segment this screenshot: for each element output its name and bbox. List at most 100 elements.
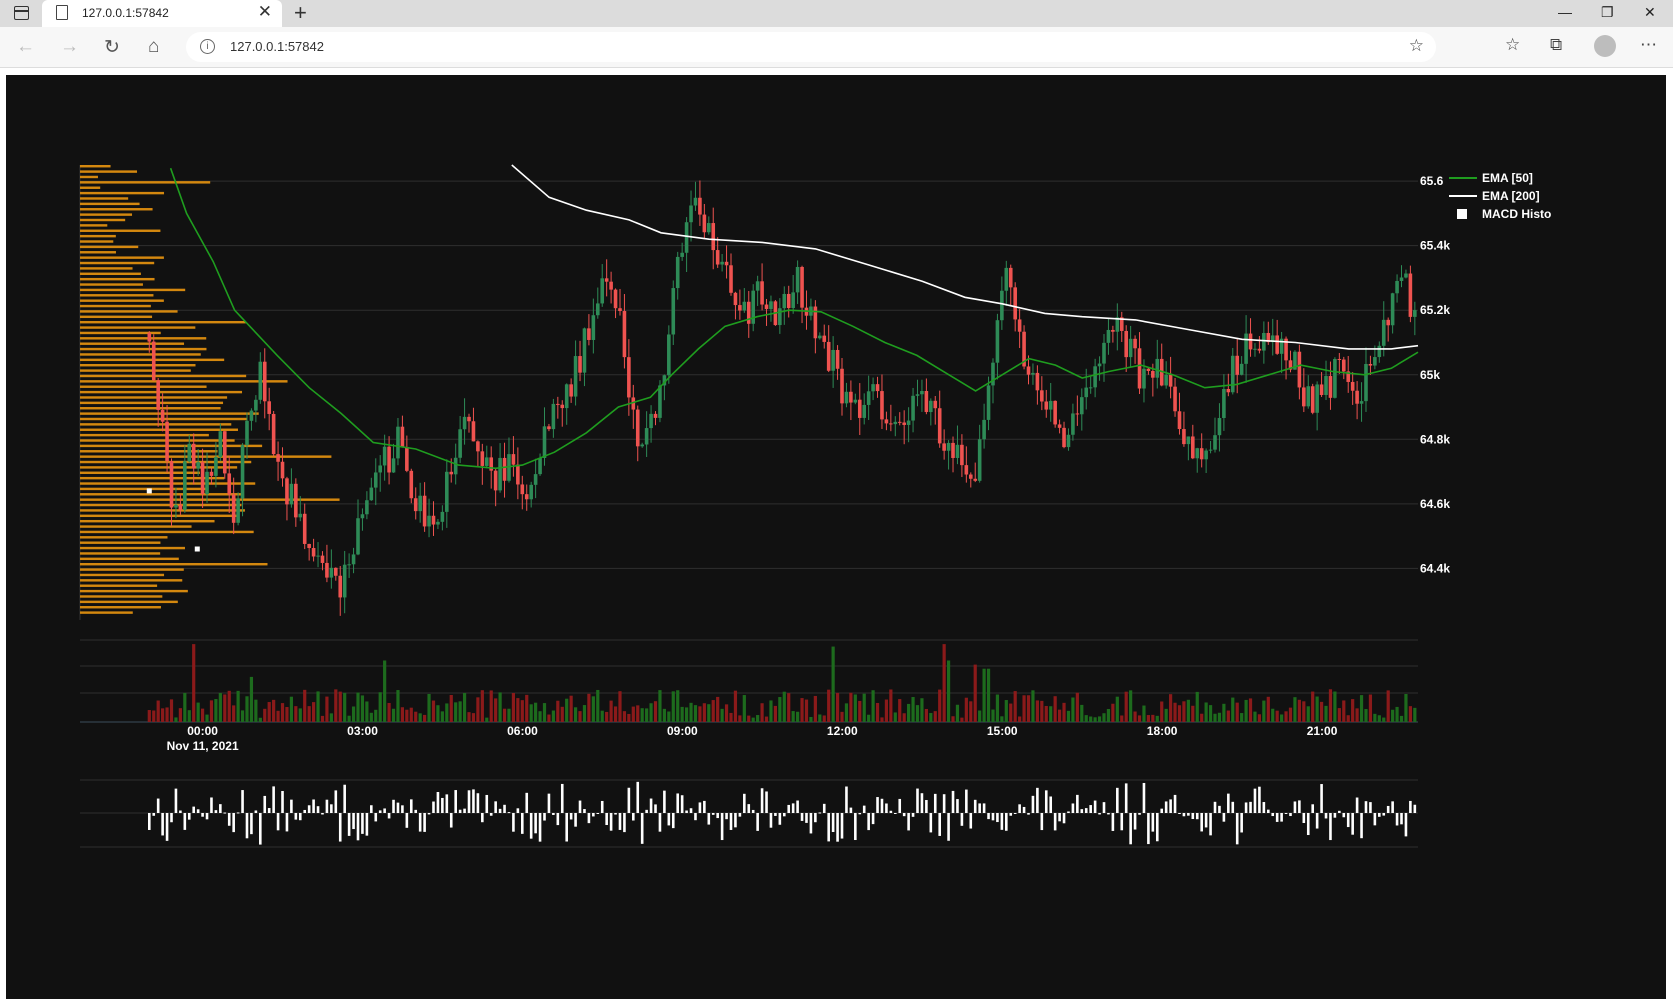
macd-bar [1222,813,1226,822]
back-icon[interactable]: ← [16,36,35,57]
collections-icon[interactable]: ⧉ [1550,35,1563,54]
volume-profile-bar [80,380,288,383]
volume-bar [631,706,635,722]
close-tab-icon[interactable]: ✕ [257,2,272,21]
candle-body [951,442,955,458]
forward-icon[interactable]: → [60,36,79,57]
volume-bar [329,713,333,722]
macd-bar [756,813,759,831]
macd-bar [347,813,351,836]
volume-bar [867,714,871,722]
macd-bar [1253,788,1257,813]
new-tab-icon[interactable]: + [294,0,307,25]
volume-bar [1013,691,1017,722]
candle-body [1168,374,1173,387]
macd-bar [325,799,329,813]
refresh-icon[interactable]: ↻ [104,37,120,58]
volume-bar [369,712,373,722]
profile-avatar[interactable] [1594,35,1616,57]
volume-bar [862,693,866,722]
candle-body [915,394,920,396]
volume-bar [440,711,444,722]
volume-bar [1275,710,1279,722]
macd-bar [1351,813,1354,835]
macd-bar [454,790,457,813]
macd-bar [214,810,218,813]
candle-body [977,439,982,481]
home-icon[interactable]: ⌂ [148,36,160,57]
candle-body [1324,376,1328,395]
favorites-icon[interactable]: ☆ [1505,35,1521,54]
macd-bar [849,807,853,813]
more-menu-icon[interactable]: ⋯ [1640,35,1657,54]
macd-bar [685,810,688,813]
macd-bar [338,813,342,842]
macd-bar [512,813,515,832]
candle-body [627,357,631,398]
macd-bar [893,813,897,814]
macd-bar [534,813,537,834]
volume-bar [689,702,693,722]
macd-bar [658,813,662,832]
volume-profile-bar [80,347,207,351]
macd-bar [902,813,906,817]
maximize-icon[interactable]: ❐ [1601,4,1614,20]
candle-body [862,404,867,418]
close-window-icon[interactable]: ✕ [1644,4,1656,20]
candle-body [1155,358,1160,378]
candle-body [493,470,498,491]
macd-bar [1138,813,1141,815]
volume-bar [569,695,573,722]
legend: EMA [50] EMA [200] MACD Histo [1449,171,1551,221]
candle-body [742,301,747,311]
macd-bar [370,805,373,813]
candle-body [560,404,565,409]
candle-body [866,391,871,405]
macd-bar [1355,797,1359,813]
volume-bar [1186,699,1190,722]
macd-bar [543,813,546,821]
candle-body [1071,413,1075,435]
macd-bar [1182,813,1186,817]
macd-bar [187,813,191,820]
volume-bar [1284,711,1288,722]
volume-bar [200,708,205,722]
volume-profile-bar [80,272,141,276]
macd-bar [978,803,981,813]
tab-active[interactable]: 127.0.0.1:57842 ✕ [42,0,282,27]
add-favorite-icon[interactable]: ☆ [1408,36,1424,55]
volume-bar [729,712,733,722]
trading-chart[interactable]: 65.6 65.4k 65.2k 65k 64.8k 64.6k 64.4k 00:00 03:… [6,75,1666,999]
volume-profile-bar [80,218,126,222]
macd-bar [680,795,684,813]
candle-body [422,495,427,527]
volume-bar [627,713,631,722]
macd-bar [1195,813,1199,820]
macd-bar [627,787,631,813]
candle-body [1199,448,1204,460]
macd-bar [1129,813,1132,845]
volume-bar [738,715,742,722]
macd-bar [401,805,404,813]
site-info-icon[interactable]: i [200,39,215,54]
macd-bar [1404,813,1408,837]
address-bar[interactable]: i 127.0.0.1:57842 ☆ [186,32,1436,62]
volume-profile-bar [80,197,129,200]
volume-bar [995,694,1000,722]
volume-profile-bar [80,476,225,480]
x-tick-label: 15:00 [987,724,1018,738]
candle-body [609,281,613,290]
volume-bar [1240,713,1244,722]
macd-bar [814,813,817,823]
minimize-icon[interactable]: — [1558,4,1572,20]
tab-actions-icon[interactable] [14,6,29,20]
volume-bar [676,690,680,722]
candle-body [680,252,684,257]
url-text[interactable]: 127.0.0.1:57842 [230,39,324,54]
macd-bar [583,809,586,813]
volume-bar [396,690,400,722]
volume-bar [889,689,893,722]
volume-bar [1124,691,1128,722]
macd-bar [694,813,697,821]
volume-bar [214,699,218,722]
